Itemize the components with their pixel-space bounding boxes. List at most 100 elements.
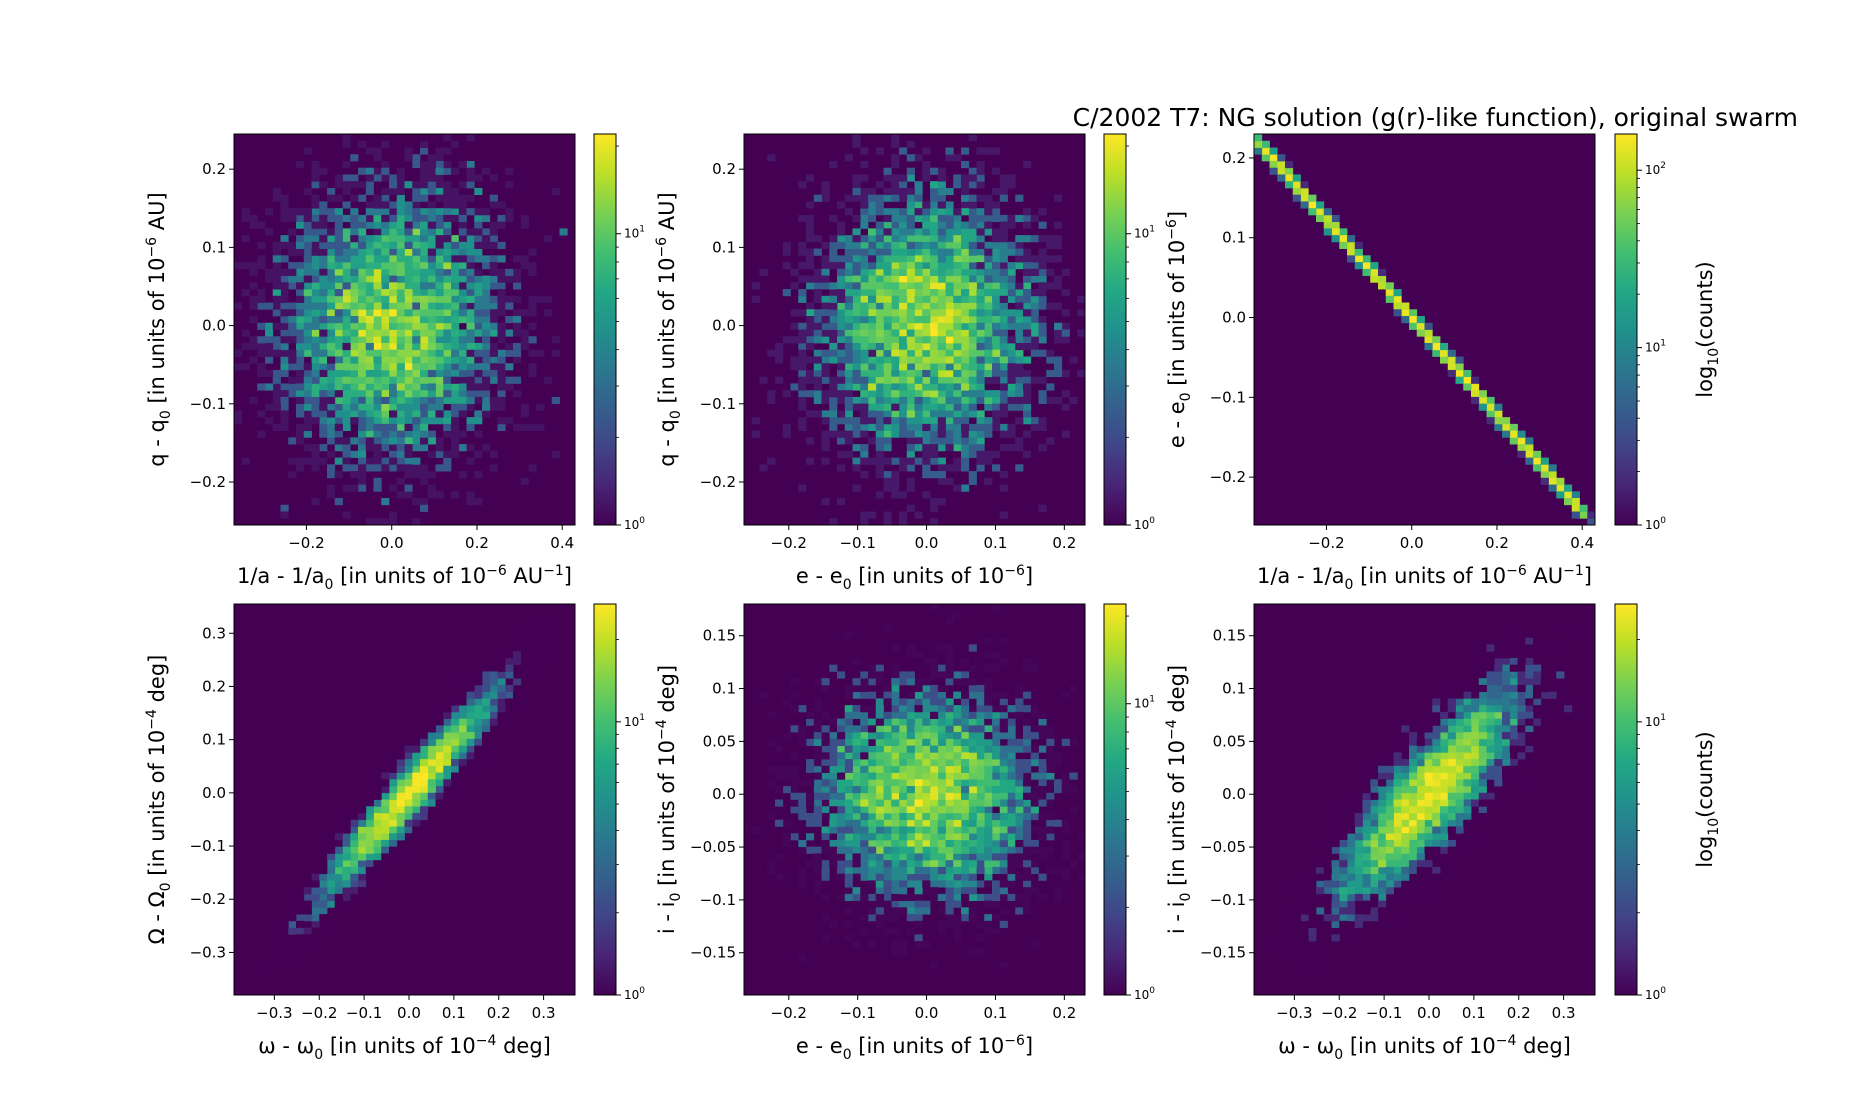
heatmap-cell xyxy=(891,664,900,672)
heatmap-cell xyxy=(937,181,946,189)
heatmap-cell xyxy=(961,860,970,868)
heatmap-cell xyxy=(922,160,931,169)
heatmap-cell xyxy=(1378,826,1387,834)
heatmap-cell xyxy=(875,342,884,351)
heatmap-cell xyxy=(1030,417,1039,425)
heatmap-cell xyxy=(1533,684,1542,693)
heatmap-cell xyxy=(837,430,846,438)
heatmap-cell xyxy=(389,235,398,243)
heatmap-cell xyxy=(798,806,807,814)
heatmap-cell xyxy=(999,786,1008,794)
heatmap-cell xyxy=(288,457,297,465)
heatmap-cell xyxy=(389,363,398,371)
heatmap-cell xyxy=(358,417,367,425)
heatmap-cell xyxy=(319,268,328,276)
heatmap-cell xyxy=(1463,684,1472,693)
heatmap-cell xyxy=(968,779,977,787)
heatmap-cell xyxy=(899,221,908,229)
heatmap-cell xyxy=(999,282,1008,290)
heatmap-cell xyxy=(303,282,312,290)
heatmap-cell xyxy=(899,873,908,881)
heatmap-cell xyxy=(1038,504,1047,512)
heatmap-cell xyxy=(1347,873,1356,881)
heatmap-cell xyxy=(875,866,884,875)
heatmap-cell xyxy=(466,160,475,169)
heatmap-cell xyxy=(906,705,915,713)
heatmap-cell xyxy=(1347,914,1356,922)
heatmap-cell xyxy=(1502,718,1511,726)
heatmap-cell xyxy=(505,214,514,223)
heatmap-cell xyxy=(342,255,351,263)
heatmap-cell xyxy=(798,295,807,303)
heatmap-cell xyxy=(327,887,336,895)
heatmap-cell xyxy=(976,329,985,337)
heatmap-cell xyxy=(1494,765,1503,773)
heatmap-cell xyxy=(930,181,939,189)
axes-frame xyxy=(233,133,576,526)
heatmap-cell xyxy=(968,873,977,881)
heatmap-cell xyxy=(389,329,398,337)
heatmap-cell xyxy=(790,725,799,733)
heatmap-cell xyxy=(953,799,962,807)
heatmap-cell xyxy=(1077,853,1085,861)
heatmap-cell xyxy=(249,262,258,270)
heatmap-cell xyxy=(1432,765,1441,773)
heatmap-cell xyxy=(806,262,815,270)
heatmap-cell xyxy=(860,342,869,351)
heatmap-cell xyxy=(1440,759,1449,767)
heatmap-cell xyxy=(813,363,822,371)
heatmap-cell xyxy=(930,738,939,746)
heatmap-cell xyxy=(968,376,977,384)
heatmap-cell xyxy=(984,309,993,317)
heatmap-cell xyxy=(1494,671,1503,679)
heatmap-cell xyxy=(937,444,946,452)
heatmap-cell xyxy=(358,423,367,432)
heatmap-cell xyxy=(358,214,367,223)
heatmap-cell xyxy=(813,376,822,384)
heatmap-cell xyxy=(311,174,320,182)
heatmap-cell xyxy=(930,342,939,351)
heatmap-cell xyxy=(883,718,892,726)
heatmap-cell xyxy=(914,181,923,189)
heatmap-cell xyxy=(782,819,791,827)
heatmap-cell xyxy=(288,282,297,290)
heatmap-cell xyxy=(474,208,483,216)
heatmap-cell xyxy=(1393,866,1402,875)
heatmap-cell xyxy=(899,403,908,411)
heatmap-cell xyxy=(1007,866,1016,875)
heatmap-cell xyxy=(992,403,1001,411)
heatmap-cell xyxy=(381,430,390,438)
heatmap-cell xyxy=(389,417,398,425)
heatmap-cell xyxy=(358,268,367,276)
heatmap-cell xyxy=(536,423,545,432)
heatmap-cell xyxy=(1030,302,1039,310)
heatmap-cell xyxy=(1517,651,1526,659)
heatmap-cell xyxy=(829,336,838,344)
heatmap-cell xyxy=(914,860,923,868)
heatmap-cell xyxy=(1015,745,1024,753)
heatmap-cell xyxy=(544,617,553,625)
heatmap-cell xyxy=(961,329,970,337)
heatmap-cell xyxy=(381,282,390,290)
heatmap-cell xyxy=(427,491,436,499)
heatmap-cell xyxy=(1401,806,1410,814)
heatmap-cell xyxy=(930,873,939,881)
heatmap-cell xyxy=(930,235,939,243)
heatmap-cell xyxy=(961,678,970,686)
heatmap-cell xyxy=(280,927,289,935)
heatmap-cell xyxy=(992,147,1001,155)
heatmap-cell xyxy=(937,684,946,693)
heatmap-cell xyxy=(1463,725,1472,733)
heatmap-cell xyxy=(782,390,791,398)
heatmap-cell xyxy=(860,444,869,452)
heatmap-cell xyxy=(1393,806,1402,814)
heatmap-cell xyxy=(945,651,954,659)
heatmap-cell xyxy=(1409,853,1418,861)
heatmap-cell xyxy=(1030,664,1039,672)
heatmap-cell xyxy=(899,181,908,189)
heatmap-cell xyxy=(1323,880,1332,888)
heatmap-cell xyxy=(914,745,923,753)
heatmap-cell xyxy=(984,711,993,719)
heatmap-cell xyxy=(1061,369,1070,378)
heatmap-cell xyxy=(844,309,853,317)
